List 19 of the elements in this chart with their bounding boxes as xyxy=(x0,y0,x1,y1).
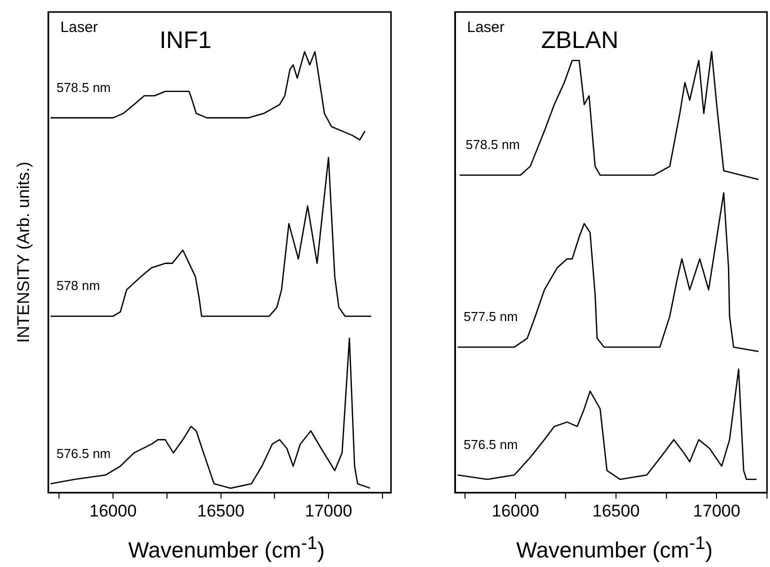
series-label: 576.5 nm xyxy=(464,436,518,452)
text: Laser xyxy=(60,19,98,36)
series-label: 577.5 nm xyxy=(464,309,518,324)
series-label: 578.5 nm xyxy=(466,137,520,152)
series-label: 578 nm xyxy=(56,278,100,294)
x-axis-title: Wavenumber (cm$^{-1}$) xyxy=(515,532,714,564)
series-label: 578.5 nm xyxy=(56,80,111,95)
chart-title: INF1 xyxy=(159,27,212,54)
chart-title: ZBLAN xyxy=(541,27,618,54)
x-axis-title: Wavenumber (cm$^{-1}$) xyxy=(127,532,326,564)
x-tick-label: 16000 xyxy=(89,501,137,520)
y-axis-title: INTENSITY (Arb. units.) xyxy=(14,162,33,343)
x-tick-label: 16500 xyxy=(197,501,244,520)
text: Laser xyxy=(467,19,505,36)
x-tick-label: 16500 xyxy=(592,501,640,520)
x-tick-label: 17000 xyxy=(304,501,352,520)
x-tick-label: 16000 xyxy=(492,501,540,520)
series-label: 576.5 nm xyxy=(56,446,111,461)
x-tick-label: 17000 xyxy=(693,501,740,520)
